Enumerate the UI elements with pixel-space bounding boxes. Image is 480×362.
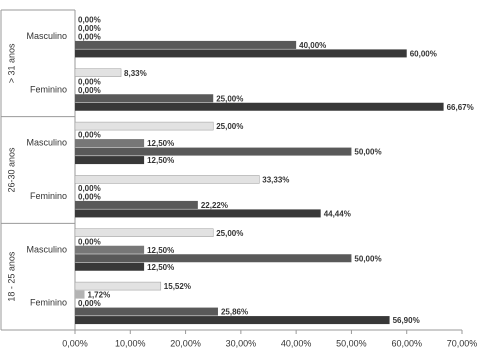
category-label: Feminino	[30, 298, 67, 308]
category-label: Feminino	[30, 84, 67, 94]
value-label: 44,44%	[324, 210, 351, 219]
value-label: 50,00%	[354, 148, 381, 157]
bar	[75, 94, 214, 103]
value-label: 25,00%	[216, 122, 243, 131]
value-label: 56,90%	[393, 316, 420, 325]
group-label: > 31 anos	[6, 43, 16, 83]
value-label: 0,00%	[78, 86, 101, 95]
value-label: 8,33%	[124, 69, 147, 78]
category-label: Masculino	[26, 31, 67, 41]
value-label: 0,00%	[78, 33, 101, 42]
bar	[75, 102, 444, 111]
x-tick-label: 50,00%	[336, 338, 367, 348]
bar	[75, 49, 407, 58]
x-tick-label: 20,00%	[170, 338, 201, 348]
value-label: 22,22%	[201, 201, 228, 210]
value-label: 0,00%	[78, 16, 101, 25]
bar	[75, 139, 145, 148]
bar	[74, 175, 260, 184]
value-label: 0,00%	[78, 237, 101, 246]
bar	[74, 121, 214, 131]
bar	[75, 209, 321, 218]
x-tick-label: 60,00%	[391, 338, 422, 348]
x-tick-label: 40,00%	[281, 338, 312, 348]
bar	[75, 40, 297, 49]
x-tick-label: 30,00%	[226, 338, 257, 348]
value-label: 0,00%	[78, 24, 101, 33]
bar	[75, 200, 198, 209]
value-label: 25,86%	[221, 308, 248, 317]
bar	[75, 147, 352, 156]
value-label: 25,00%	[216, 229, 243, 238]
value-label: 66,67%	[447, 103, 474, 112]
category-label: Feminino	[30, 191, 67, 201]
value-label: 0,00%	[78, 299, 101, 308]
value-label: 60,00%	[410, 50, 437, 59]
bar	[74, 281, 162, 291]
value-label: 0,00%	[78, 77, 101, 86]
x-tick-label: 70,00%	[447, 338, 478, 348]
group-label: 18 - 25 anos	[6, 251, 16, 302]
x-tick-label: 10,00%	[115, 338, 146, 348]
category-label: Masculino	[26, 138, 67, 148]
bar	[75, 290, 85, 299]
value-label: 25,00%	[216, 94, 243, 103]
bar	[75, 156, 145, 165]
value-label: 33,33%	[262, 176, 289, 185]
x-tick-label: 0,00%	[62, 338, 88, 348]
category-label: Masculino	[26, 244, 67, 254]
value-label: 12,50%	[147, 263, 174, 272]
value-label: 0,00%	[78, 184, 101, 193]
bar	[75, 262, 145, 271]
value-label: 12,50%	[147, 139, 174, 148]
value-label: 0,00%	[78, 193, 101, 202]
bar	[74, 228, 214, 237]
value-label: 12,50%	[147, 246, 174, 255]
bar	[75, 316, 390, 325]
group-label: 26-30 anos	[6, 147, 16, 193]
value-label: 40,00%	[299, 41, 326, 50]
bar	[74, 68, 122, 77]
value-label: 15,52%	[164, 282, 191, 291]
bar	[75, 254, 352, 263]
value-label: 0,00%	[78, 131, 101, 140]
bar	[75, 307, 218, 316]
bar	[75, 245, 145, 254]
value-label: 1,72%	[88, 291, 111, 300]
value-label: 12,50%	[147, 156, 174, 165]
value-label: 50,00%	[354, 254, 381, 263]
